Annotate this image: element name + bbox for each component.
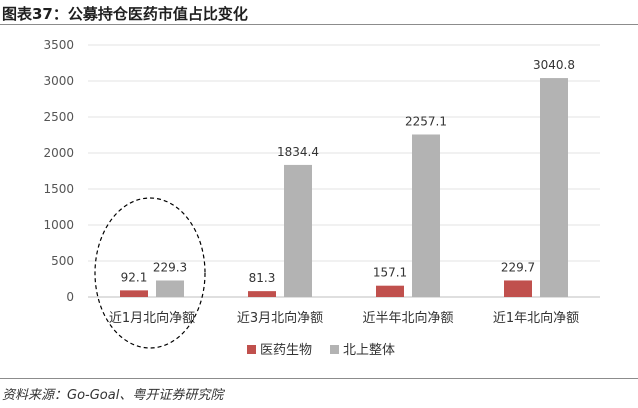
data-label: 3040.8 bbox=[533, 58, 575, 72]
x-category-label: 近1年北向净额 bbox=[493, 310, 579, 326]
figure-title: 图表37：公募持仓医药市值占比变化 bbox=[2, 5, 248, 23]
y-tick-label: 3500 bbox=[43, 38, 74, 52]
legend-label: 医药生物 bbox=[260, 343, 312, 358]
data-label: 157.1 bbox=[373, 266, 407, 280]
data-label: 2257.1 bbox=[405, 114, 447, 128]
y-tick-label: 2000 bbox=[43, 146, 74, 160]
source-rule bbox=[0, 378, 638, 379]
bar-pharma bbox=[248, 291, 276, 297]
source-note: 资料来源：Go-Goal、粤开证券研究院 bbox=[2, 388, 224, 403]
data-label: 229.3 bbox=[153, 260, 187, 274]
legend-swatch bbox=[330, 345, 339, 354]
x-category-label: 近3月北向净额 bbox=[237, 310, 323, 326]
bar-northbound bbox=[284, 164, 312, 297]
data-label: 92.1 bbox=[121, 270, 148, 284]
title-rule bbox=[0, 24, 638, 25]
bar-pharma bbox=[376, 285, 404, 297]
y-tick-label: 0 bbox=[66, 290, 74, 304]
x-category-label: 近半年北向净额 bbox=[362, 310, 453, 326]
legend-label: 北上整体 bbox=[343, 343, 395, 358]
data-label: 81.3 bbox=[249, 271, 276, 285]
y-tick-label: 1500 bbox=[43, 182, 74, 196]
y-tick-label: 1000 bbox=[43, 218, 74, 232]
legend-swatch bbox=[247, 345, 256, 354]
data-label: 1834.4 bbox=[277, 145, 319, 159]
y-tick-label: 3000 bbox=[43, 74, 74, 88]
y-tick-label: 500 bbox=[51, 254, 74, 268]
y-tick-label: 2500 bbox=[43, 110, 74, 124]
x-category-label: 近1月北向净额 bbox=[109, 310, 195, 326]
bar-pharma bbox=[504, 280, 532, 297]
bar-pharma bbox=[120, 290, 148, 297]
highlight-ellipse bbox=[94, 197, 206, 349]
data-label: 229.7 bbox=[501, 260, 535, 274]
bar-northbound bbox=[156, 280, 184, 297]
bar-chart: 0 500 1000 1500 2000 2500 3000 3500 92.1 229.3 81… bbox=[43, 38, 600, 358]
bar-northbound bbox=[412, 134, 440, 297]
bar-northbound bbox=[540, 78, 568, 297]
